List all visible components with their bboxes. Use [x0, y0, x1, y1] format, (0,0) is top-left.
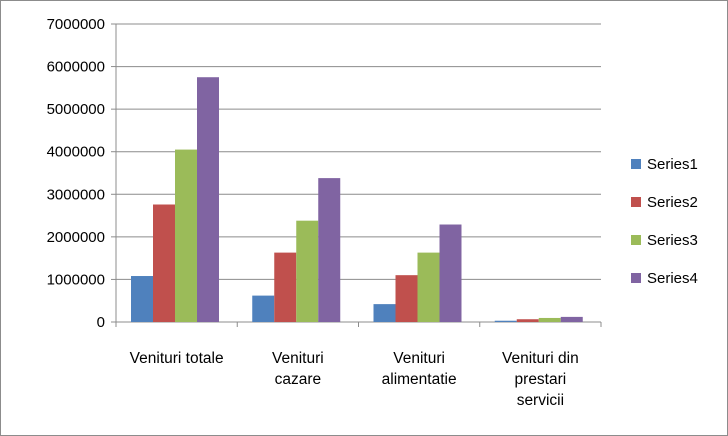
legend-swatch-series3	[631, 235, 641, 245]
legend-label-series1: Series1	[647, 156, 698, 173]
category-label: Venituri cazare	[272, 350, 324, 388]
bar-series4-4	[560, 316, 583, 322]
bar-series3-2	[296, 220, 319, 322]
y-tick-label: 7000000	[47, 16, 105, 33]
bar-series2-1	[153, 204, 175, 322]
y-tick-label: 0	[97, 314, 105, 331]
category-label: Venituri totale	[130, 350, 224, 367]
y-tick-label: 1000000	[47, 271, 105, 288]
bar-series1-1	[131, 276, 153, 322]
bar-series4-2	[318, 178, 341, 322]
y-tick-label: 6000000	[47, 59, 105, 76]
category-label: Venituri alimentatie	[382, 350, 457, 388]
legend-swatch-series2	[631, 197, 641, 207]
category-label: Venituri din prestari servicii	[502, 350, 579, 409]
legend-swatch-series4	[631, 273, 641, 283]
bar-series4-3	[439, 224, 462, 322]
legend-label-series2: Series2	[647, 194, 698, 211]
bar-series2-2	[274, 252, 297, 322]
legend-label-series3: Series3	[647, 232, 698, 249]
legend-swatch-series1	[631, 159, 641, 169]
bar-series1-3	[373, 304, 396, 322]
bar-series3-4	[538, 317, 561, 322]
y-tick-label: 5000000	[47, 101, 105, 118]
bar-series2-3	[395, 275, 418, 322]
bar-series3-1	[175, 149, 197, 322]
bar-series3-3	[417, 252, 440, 322]
y-tick-label: 3000000	[47, 186, 105, 203]
legend-label-series4: Series4	[647, 270, 698, 287]
bar-series1-2	[252, 295, 275, 322]
y-tick-label: 4000000	[47, 144, 105, 161]
bar-series2-4	[516, 319, 539, 322]
y-tick-label: 2000000	[47, 229, 105, 246]
bar-series4-1	[197, 77, 219, 322]
bar-series1-4	[494, 320, 517, 322]
